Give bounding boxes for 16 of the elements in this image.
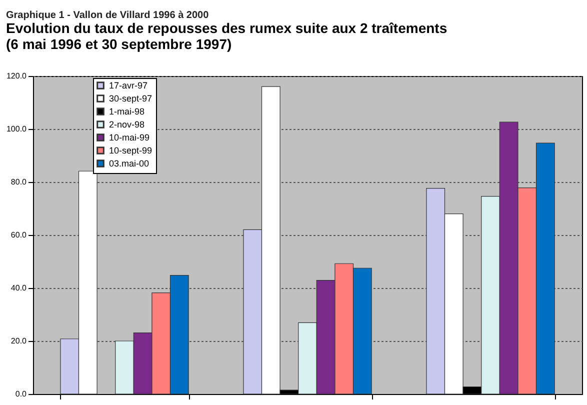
legend-label: 03.mai-00	[109, 158, 150, 168]
chart-subtitle: Graphique 1 - Vallon de Villard 1996 à 2000	[6, 10, 210, 21]
legend-label: 10-sept-99	[109, 146, 152, 156]
legend-label: 30-sept-97	[109, 94, 152, 104]
y-tick-label: 80.0	[10, 178, 28, 186]
legend-label: 17-avr-97	[109, 80, 148, 90]
y-tick-label: 20.0	[10, 336, 28, 346]
y-tick-label: 100.0	[6, 124, 28, 134]
chart-title: Evolution du taux de repousses des rumex suite aux 2 traîtements (6 mai 1996 et 30 septembre 1997)	[6, 20, 448, 52]
y-tick-label: 40.0	[10, 284, 28, 292]
y-tick-label: 120.0	[6, 72, 28, 80]
legend-label: 2-nov-98	[109, 120, 145, 130]
y-tick-label: 0.0	[15, 390, 28, 398]
legend-label: 1-mai-98	[109, 106, 145, 116]
y-tick-label: 60.0	[10, 230, 28, 240]
legend-label: 10-mai-99	[109, 132, 150, 142]
